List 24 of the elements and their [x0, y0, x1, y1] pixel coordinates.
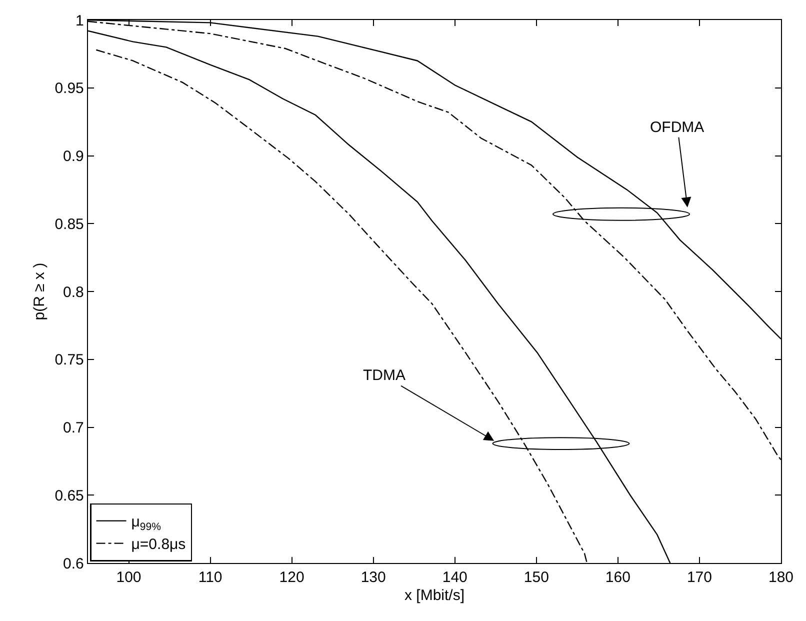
x-tick-label: 100: [116, 569, 142, 586]
y-tick-label: 0.85: [54, 216, 84, 233]
y-axis-title: p(R ≥ x ): [30, 262, 48, 320]
x-tick-label: 120: [279, 569, 304, 586]
x-tick-label: 140: [442, 569, 468, 586]
x-tick-label: 180: [768, 569, 794, 586]
y-tick-label: 0.9: [63, 148, 84, 165]
annotation: TDMA: [363, 367, 406, 384]
y-tick-label: 0.7: [63, 420, 84, 436]
y-tick-label: 0.8: [63, 284, 84, 301]
y-tick-label: 0.95: [54, 80, 84, 98]
x-tick-label: 110: [198, 569, 222, 586]
annotation: OFDMA: [650, 119, 704, 136]
x-tick-label: 170: [686, 569, 712, 586]
legend-label: μ=0.8μs: [131, 536, 186, 554]
x-tick-label: 160: [605, 569, 630, 586]
y-tick-label: 1: [76, 12, 84, 30]
y-tick-label: 0.6: [63, 555, 84, 572]
legend-label: μ$_{99%}$: [131, 514, 161, 533]
y-tick-label: 0.65: [54, 487, 84, 504]
y-tick-label: 0.75: [54, 352, 84, 369]
x-tick-label: 130: [360, 569, 386, 586]
x-axis-title: x [Mbit/s]: [404, 587, 465, 604]
x-tick-label: 150: [524, 569, 549, 586]
